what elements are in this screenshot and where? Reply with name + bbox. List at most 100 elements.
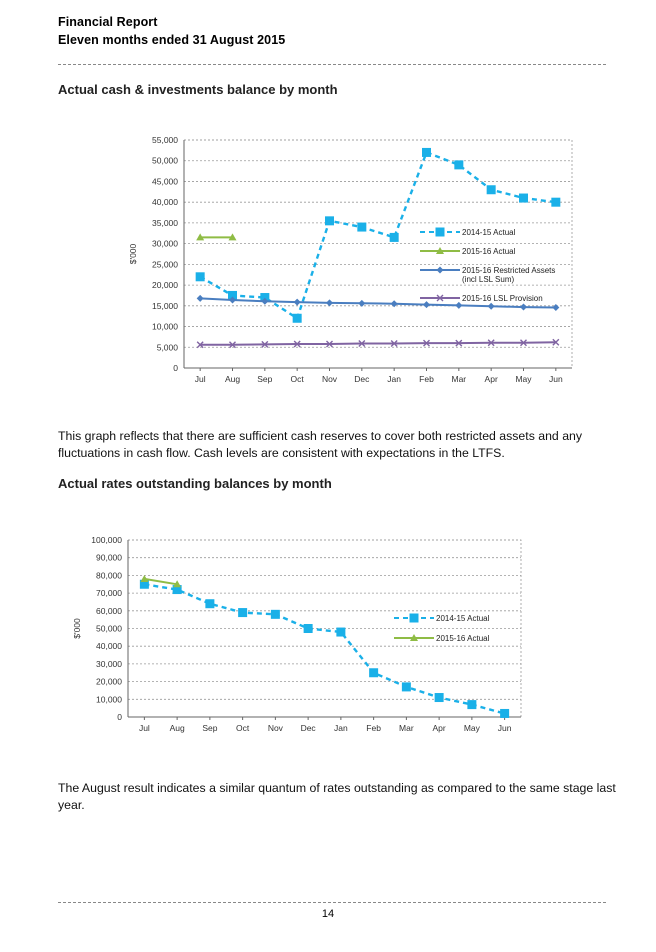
x-tick-label: Aug — [170, 723, 185, 733]
cash-commentary: This graph reflects that there are suffi… — [58, 429, 583, 460]
legend-label: 2015-16 LSL Provision — [462, 294, 543, 303]
x-tick-label: Dec — [301, 723, 317, 733]
data-point — [326, 340, 333, 348]
data-point — [423, 301, 430, 309]
plot-border — [127, 539, 522, 718]
y-tick-label: 50,000 — [96, 624, 122, 634]
data-point — [487, 339, 495, 347]
x-tick-label: Jun — [549, 374, 563, 384]
legend-marker — [436, 294, 444, 302]
x-tick-label: Jan — [387, 374, 401, 384]
rates-chart-title: Actual rates outstanding balances by mon… — [58, 476, 332, 491]
x-tick-label: Sep — [202, 723, 217, 733]
data-point — [423, 339, 430, 347]
data-point — [228, 233, 237, 241]
data-point — [196, 341, 204, 349]
data-point — [261, 297, 269, 305]
data-point — [196, 233, 205, 241]
y-tick-label: 25,000 — [152, 259, 178, 269]
legend-marker — [436, 266, 444, 274]
x-tick-label: Apr — [485, 374, 498, 384]
y-tick-label: 80,000 — [96, 570, 122, 580]
x-tick-label: May — [464, 723, 481, 733]
y-tick-label: 5,000 — [157, 342, 179, 352]
y-tick-label: 30,000 — [96, 659, 122, 669]
data-point — [486, 185, 496, 195]
data-point — [173, 580, 182, 588]
data-point — [326, 299, 333, 307]
y-axis-label: $'000 — [128, 243, 138, 264]
legend-label: 2015-16 Actual — [436, 634, 490, 643]
data-point — [455, 339, 463, 347]
rates-outstanding-chart: 0 10,000 20,000 30,000 40,000 50,000 60,000 70,… — [72, 535, 522, 733]
data-point — [358, 299, 366, 307]
x-tick-label: Feb — [366, 723, 381, 733]
data-point — [261, 340, 269, 348]
data-point — [552, 338, 560, 346]
data-point — [205, 599, 215, 609]
y-tick-label: 45,000 — [152, 176, 178, 186]
x-tick-label: Jun — [498, 723, 512, 733]
y-tick-label: 55,000 — [152, 135, 178, 145]
data-point — [325, 216, 334, 226]
x-tick-label: Sep — [257, 374, 272, 384]
report-title: Financial Report — [58, 15, 158, 29]
data-point — [229, 341, 236, 349]
report-header: Financial Report Eleven months ended 31 … — [58, 13, 285, 49]
data-point — [172, 585, 182, 595]
x-tick-label: May — [515, 374, 532, 384]
x-tick-label: Nov — [268, 723, 284, 733]
data-point — [292, 313, 302, 323]
data-point — [401, 682, 411, 692]
x-tick-label: Aug — [225, 374, 240, 384]
cash-investments-chart: 0 5,000 10,000 15,000 20,000 25,000 30,000 35,0… — [128, 135, 573, 384]
data-point — [390, 340, 398, 348]
data-point — [455, 301, 463, 309]
data-point — [358, 340, 366, 348]
y-tick-label: 40,000 — [152, 197, 178, 207]
footer-divider — [58, 902, 606, 903]
series-line — [144, 583, 505, 715]
data-point — [500, 708, 510, 718]
data-point — [139, 579, 149, 589]
data-point — [422, 147, 431, 157]
legend-marker — [410, 634, 418, 641]
x-tick-label: Oct — [291, 374, 305, 384]
data-point — [434, 693, 444, 703]
y-axis-label: $'000 — [72, 618, 82, 639]
x-tick-label: Jan — [334, 723, 348, 733]
data-point — [357, 222, 367, 232]
y-tick-label: 50,000 — [152, 156, 178, 166]
data-point — [389, 232, 399, 242]
x-tick-label: Jul — [139, 723, 150, 733]
y-tick-label: 70,000 — [96, 588, 122, 598]
x-tick-label: Dec — [354, 374, 370, 384]
data-point — [228, 290, 237, 300]
legend-marker — [436, 247, 444, 254]
report-period: Eleven months ended 31 August 2015 — [58, 33, 286, 47]
y-tick-label: 60,000 — [96, 606, 122, 616]
y-tick-label: 20,000 — [152, 280, 178, 290]
y-tick-label: 15,000 — [152, 301, 178, 311]
x-tick-label: Nov — [322, 374, 338, 384]
legend-marker — [435, 227, 445, 237]
series-line — [144, 577, 178, 586]
data-point — [238, 608, 248, 618]
data-point — [390, 300, 398, 308]
legend-label: (incl LSL Sum) — [462, 275, 515, 284]
y-tick-label: 20,000 — [96, 677, 122, 687]
series-line — [200, 297, 556, 309]
data-point — [196, 294, 204, 302]
legend-label: 2014-15 Actual — [462, 228, 516, 237]
x-tick-label: Jul — [195, 374, 206, 384]
data-point — [369, 668, 379, 678]
data-point — [270, 609, 280, 619]
page-number: 14 — [321, 908, 335, 920]
y-tick-label: 40,000 — [96, 641, 122, 651]
data-point — [336, 627, 346, 637]
legend-label: 2015-16 Actual — [462, 247, 516, 256]
y-tick-label: 30,000 — [152, 239, 178, 249]
rates-commentary: The August result indicates a similar qu… — [58, 781, 616, 812]
y-tick-label: 0 — [117, 712, 122, 722]
y-tick-label: 10,000 — [96, 694, 122, 704]
